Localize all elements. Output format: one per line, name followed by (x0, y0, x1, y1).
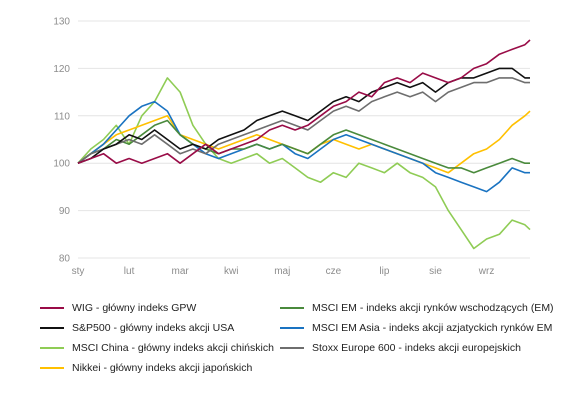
line-chart: 80 90 100 110 120 130 sty lut mar kwi maj cze lip si… (53, 17, 531, 277)
x-tick-label: lip (379, 266, 389, 277)
x-tick-label: cze (326, 266, 342, 277)
y-tick-label: 80 (59, 254, 71, 265)
legend-item-msci-china[interactable]: MSCI China - główny indeks akcji chiński… (40, 340, 274, 356)
series-line-5 (77, 100, 530, 193)
legend-item-sp500[interactable]: S&P500 - główny indeks akcji USA (40, 320, 234, 336)
gridlines (78, 20, 530, 259)
legend-swatch-nikkei (40, 367, 64, 369)
x-tick-label: lut (124, 266, 135, 277)
legend-item-wig[interactable]: WIG - główny indeks GPW (40, 300, 196, 316)
legend-swatch-msci-em (280, 307, 304, 309)
x-tick-label: maj (274, 266, 290, 277)
y-tick-label: 120 (53, 64, 70, 75)
legend-item-msci-em-asia[interactable]: MSCI EM Asia - indeks akcji azjatyckich … (280, 320, 552, 336)
series-line-0 (77, 39, 531, 164)
legend-swatch-sp500 (40, 327, 64, 329)
x-tick-label: kwi (224, 266, 238, 277)
y-tick-label: 110 (54, 111, 70, 122)
legend-label: S&P500 - główny indeks akcji USA (72, 322, 235, 334)
y-tick-label: 100 (53, 159, 70, 170)
y-axis-ticks: 80 90 100 110 120 130 (53, 17, 70, 265)
legend-label: WIG - główny indeks GPW (72, 302, 197, 314)
legend-swatch-msci-em-asia (280, 327, 304, 329)
x-tick-label: wrz (478, 266, 495, 277)
legend-swatch-msci-china (40, 347, 64, 349)
legend-item-stoxx-600[interactable]: Stoxx Europe 600 - indeks akcji europejs… (280, 340, 521, 356)
legend-item-nikkei[interactable]: Nikkei - główny indeks akcji japońskich (40, 360, 252, 376)
x-tick-label: sie (429, 266, 442, 277)
y-tick-label: 90 (59, 206, 71, 217)
legend-label: Stoxx Europe 600 - indeks akcji europejs… (312, 342, 521, 354)
legend-label: MSCI EM - indeks akcji rynków wschodzący… (312, 302, 554, 314)
legend: WIG - główny indeks GPW MSCI EM - indeks… (0, 296, 580, 396)
x-axis-ticks: sty lut mar kwi maj cze lip sie wrz (72, 266, 495, 277)
legend-item-msci-em[interactable]: MSCI EM - indeks akcji rynków wschodzący… (280, 300, 554, 316)
series-line-4 (77, 119, 530, 174)
series-lines (77, 39, 531, 250)
legend-label: MSCI China - główny indeks akcji chiński… (72, 342, 274, 354)
y-tick-label: 130 (53, 17, 70, 28)
series-line-6 (77, 77, 530, 164)
x-tick-label: sty (72, 266, 85, 277)
legend-swatch-stoxx-600 (280, 347, 304, 349)
x-tick-label: mar (172, 266, 190, 277)
legend-swatch-wig (40, 307, 64, 309)
legend-label: Nikkei - główny indeks akcji japońskich (72, 362, 253, 374)
legend-label: MSCI EM Asia - indeks akcji azjatyckich … (312, 322, 553, 334)
